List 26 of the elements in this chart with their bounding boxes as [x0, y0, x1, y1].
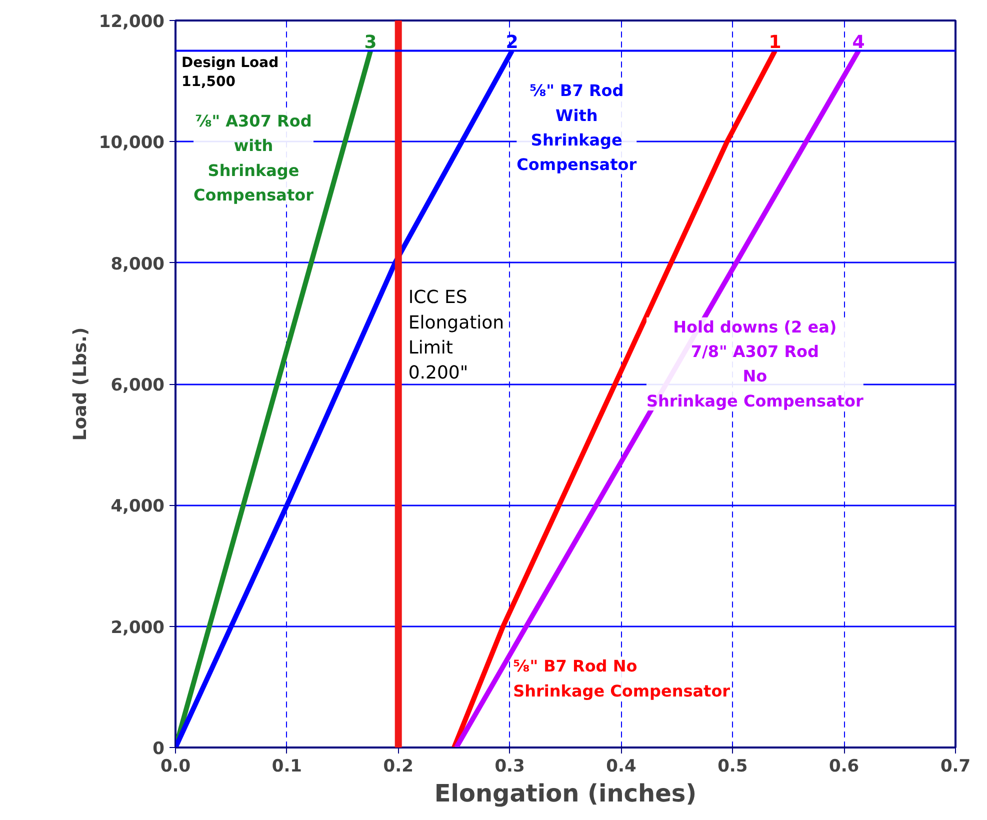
annotation: 3	[364, 32, 377, 53]
y-tick-label: 8,000	[110, 254, 165, 274]
x-tick-label: 0.4	[606, 756, 636, 776]
y-tick-label: 2,000	[110, 618, 165, 638]
y-tick-label: 0	[152, 739, 165, 759]
series-label: ⅝" B7 Rod No Shrinkage Compensator	[513, 656, 730, 700]
y-tick-label: 6,000	[110, 376, 165, 396]
ref-line-label: Design Load 11,500	[182, 54, 279, 90]
ref-line-label: ICC ES Elongation Limit 0.200"	[408, 287, 504, 384]
x-tick-label: 0.7	[940, 756, 971, 776]
y-tick-label: 10,000	[98, 133, 165, 154]
x-axis-title: Elongation (inches)	[434, 780, 697, 808]
series-label: Hold downs (2 ea) 7/8" A307 Rod No Shrinkage Compensator	[646, 317, 864, 410]
y-tick-label: 4,000	[110, 496, 165, 517]
series-label: ⅞" A307 Rod with Shrinkage Compensator	[194, 111, 314, 204]
x-tick-label: 0.5	[718, 756, 748, 776]
x-tick-label: 0.1	[272, 756, 302, 776]
series-label: ⅝" B7 Rod With Shrinkage Compensator	[516, 81, 637, 174]
annotation: 4	[852, 32, 865, 53]
x-tick-label: 0.0	[160, 756, 191, 776]
annotation: 1	[768, 32, 782, 53]
x-tick-label: 0.6	[829, 756, 860, 776]
x-tick-label: 0.3	[494, 756, 525, 776]
y-axis-title: Load (Lbs.)	[70, 327, 91, 441]
x-tick-label: 0.2	[383, 756, 414, 776]
y-tick-label: 12,000	[98, 12, 165, 32]
